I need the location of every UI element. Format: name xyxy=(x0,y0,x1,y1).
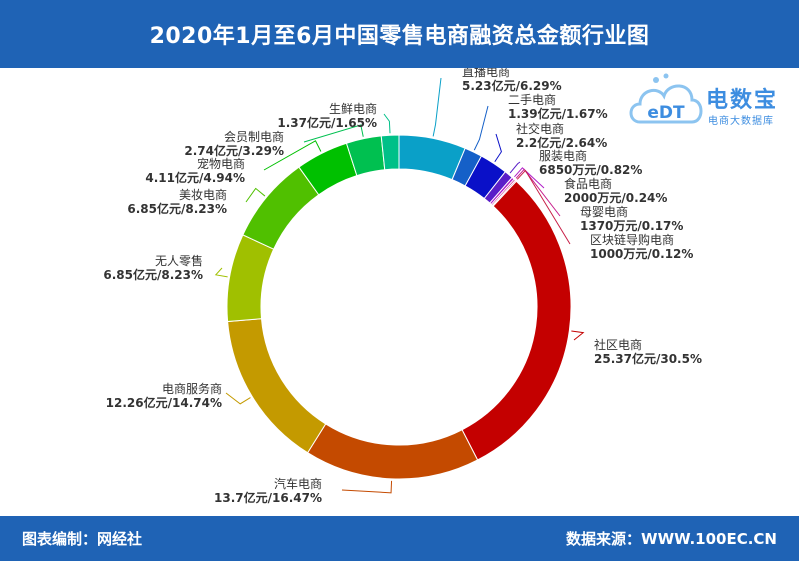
slice-value-label: 6.85亿元/8.23% xyxy=(127,201,227,216)
edt-logo: eDT 电数宝 电商大数据库 xyxy=(626,72,796,142)
slice-name-label: 母婴电商 xyxy=(580,204,628,219)
slice-name-label: 会员制电商 xyxy=(224,129,284,144)
leader-line xyxy=(515,168,561,217)
leader-line xyxy=(263,140,322,171)
logo-subtitle: 电商大数据库 xyxy=(708,116,774,127)
leader-line xyxy=(383,113,391,134)
leader-line xyxy=(432,77,442,137)
slice-value-label: 2.2亿元/2.64% xyxy=(516,135,607,150)
leader-line xyxy=(303,124,364,143)
donut-slices xyxy=(226,134,572,480)
slice-value-label: 2.74亿元/3.29% xyxy=(184,143,284,158)
footer-credit: 图表编制：网经社 xyxy=(22,530,143,548)
leader-line xyxy=(516,169,571,245)
slice-value-label: 1370万元/0.17% xyxy=(580,219,683,233)
slice-name-label: 直播电商 xyxy=(462,68,510,79)
slice-name-label: 社区电商 xyxy=(594,337,642,352)
chart-title: 2020年1月至6月中国零售电商融资总金额行业图 xyxy=(149,24,650,49)
slice-value-label: 5.23亿元/6.29% xyxy=(462,78,562,93)
leader-line xyxy=(341,480,393,494)
logo-brand: 电数宝 xyxy=(706,88,779,113)
slice-name-label: 食品电商 xyxy=(564,176,612,191)
slice-name-label: 区块链导购电商 xyxy=(590,232,674,247)
slice-value-label: 1.39亿元/1.67% xyxy=(508,106,608,121)
donut-slice xyxy=(227,318,327,454)
slice-value-label: 6.85亿元/8.23% xyxy=(103,267,203,282)
slice-value-label: 1.37亿元/1.65% xyxy=(277,115,377,130)
footer-source: 数据来源：WWW.100EC.CN xyxy=(566,530,777,548)
leader-line xyxy=(473,105,489,151)
leader-line xyxy=(509,161,521,174)
slice-name-label: 生鲜电商 xyxy=(329,101,377,116)
donut-chart: 直播电商5.23亿元/6.29%二手电商1.39亿元/1.67%社交电商2.2亿… xyxy=(103,68,702,505)
slice-value-label: 12.26亿元/14.74% xyxy=(106,395,222,410)
slice-name-label: 二手电商 xyxy=(508,92,556,107)
slice-labels: 直播电商5.23亿元/6.29%二手电商1.39亿元/1.67%社交电商2.2亿… xyxy=(103,68,702,505)
leader-lines xyxy=(214,77,585,494)
slice-value-label: 6850万元/0.82% xyxy=(539,163,642,177)
donut-slice xyxy=(226,234,275,323)
leader-line xyxy=(245,187,266,203)
logo-mark: eDT xyxy=(647,103,685,123)
leader-line xyxy=(494,133,502,163)
slice-value-label: 4.11亿元/4.94% xyxy=(145,170,245,185)
slice-name-label: 汽车电商 xyxy=(274,476,322,491)
slice-value-label: 13.7亿元/16.47% xyxy=(214,490,322,505)
leader-line xyxy=(214,267,228,278)
donut-slice xyxy=(380,134,400,171)
slice-name-label: 无人零售 xyxy=(155,253,203,268)
slice-value-label: 1000万元/0.12% xyxy=(590,247,693,261)
slice-value-label: 25.37亿元/30.5% xyxy=(594,351,702,366)
donut-slice xyxy=(461,180,572,461)
donut-slice xyxy=(306,423,479,480)
slice-name-label: 服装电商 xyxy=(539,148,587,163)
slice-name-label: 电商服务商 xyxy=(162,381,222,396)
slice-name-label: 社交电商 xyxy=(516,121,564,136)
slice-name-label: 美妆电商 xyxy=(179,187,227,202)
leader-line xyxy=(571,330,585,341)
slice-value-label: 2000万元/0.24% xyxy=(564,191,667,205)
slice-name-label: 宠物电商 xyxy=(197,156,245,171)
leader-line xyxy=(514,167,545,189)
leader-line xyxy=(225,392,251,405)
chart-title-bar: 2020年1月至6月中国零售电商融资总金额行业图 xyxy=(0,0,799,68)
footer-bar: 图表编制：网经社 数据来源：WWW.100EC.CN xyxy=(0,516,799,561)
cloud-icon: eDT xyxy=(629,73,703,124)
